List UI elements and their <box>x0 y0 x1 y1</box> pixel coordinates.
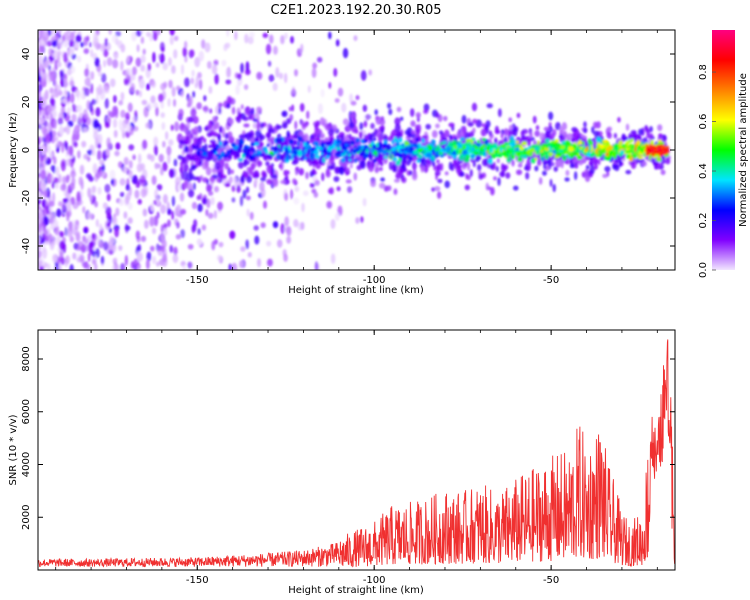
spectrogram-xlabel: Height of straight line (km) <box>288 285 424 296</box>
snr-series-line <box>38 339 675 568</box>
colorbar-scale <box>712 30 735 270</box>
snr-xtick-label: -100 <box>363 575 386 586</box>
snr-ytick-label: 4000 <box>21 452 32 477</box>
spectrogram-ytick-label: 20 <box>21 96 32 109</box>
spectrogram-xtick-label: -150 <box>186 275 209 286</box>
snr-panel: -150 -100 -50 2000 4000 6000 8000 Height of st… <box>8 329 676 596</box>
snr-xtick-label: -150 <box>186 575 209 586</box>
colorbar-tick-label: 0.2 <box>698 213 709 229</box>
colorbar-tick-label: 0.0 <box>698 262 709 278</box>
spectrogram-xtick-label: -100 <box>363 275 386 286</box>
spectrogram-ytick-label: -20 <box>21 190 32 206</box>
spectrogram-ytick-label: 40 <box>21 48 32 61</box>
snr-frame <box>37 329 676 571</box>
colorbar: 0.0 0.2 0.4 0.6 0.8 Normalized spectral ampl… <box>698 30 749 278</box>
snr-ytick-label: 2000 <box>21 505 32 530</box>
spectrogram-ylabel: Frequency (Hz) <box>8 112 19 188</box>
snr-ticks: -150 -100 -50 2000 4000 6000 8000 <box>21 330 675 586</box>
colorbar-tick-label: 0.4 <box>698 163 709 179</box>
snr-ylabel: SNR (10 * v/v) <box>8 414 19 485</box>
spectrogram-ticks: -150 -100 -50 -40 -20 0 20 40 <box>21 30 675 286</box>
snr-xtick-label: -50 <box>543 575 559 586</box>
colorbar-label: Normalized spectral amplitude <box>738 73 749 227</box>
colorbar-tick-label: 0.6 <box>698 114 709 130</box>
spectrogram-xtick-label: -50 <box>543 275 559 286</box>
spectrogram-ytick-label: -40 <box>21 238 32 254</box>
snr-ytick-label: 6000 <box>21 399 32 424</box>
heatmap-cells <box>38 30 671 270</box>
figure-title: C2E1.2023.192.20.30.R05 <box>270 3 441 18</box>
spectrogram-ytick-label: 0 <box>21 147 32 153</box>
snr-xlabel: Height of straight line (km) <box>288 585 424 596</box>
colorbar-tick-label: 0.8 <box>698 64 709 80</box>
spectrogram-panel: -150 -100 -50 -40 -20 0 20 40 Height of straigh… <box>8 29 676 296</box>
colorbar-ticks: 0.0 0.2 0.4 0.6 0.8 <box>698 64 716 278</box>
snr-ytick-label: 8000 <box>21 346 32 371</box>
